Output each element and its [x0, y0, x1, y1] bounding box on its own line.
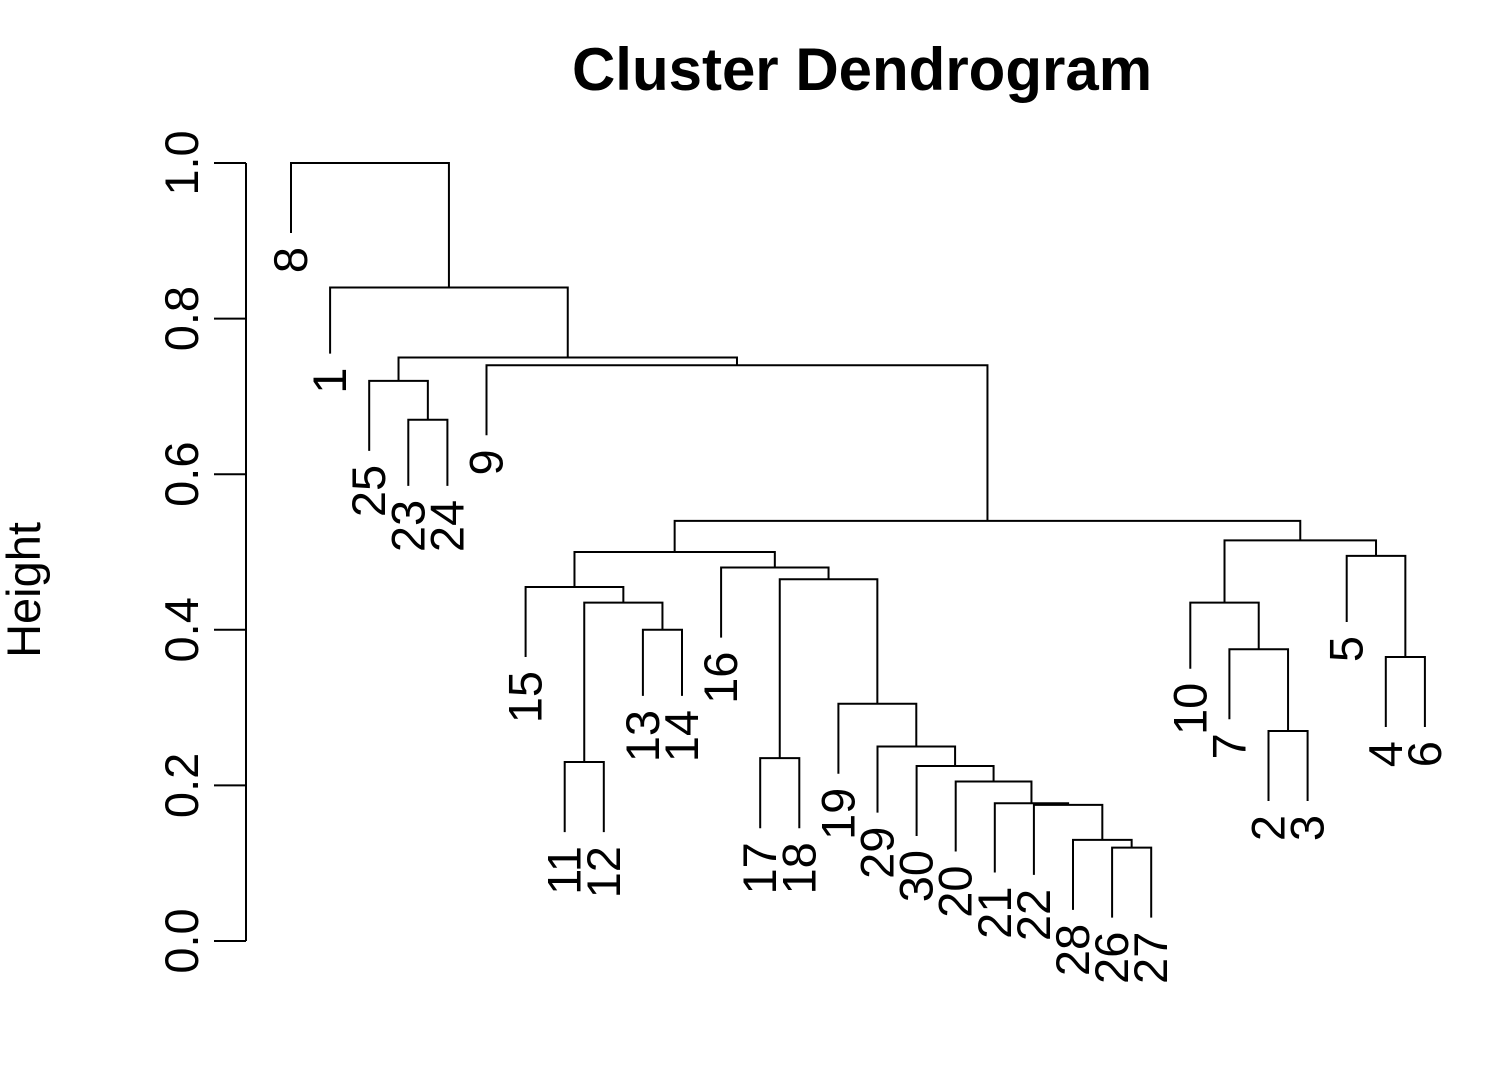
leaf-label-26: 26	[1085, 932, 1138, 984]
branch-c1112	[563, 761, 605, 833]
dendrogram-branches	[290, 162, 1426, 918]
leaf-label-13: 13	[616, 710, 669, 762]
branch-c15	[524, 586, 625, 658]
leaf-label-3: 3	[1281, 815, 1334, 841]
branch-c2324	[407, 418, 449, 486]
y-tick-label: 0.8	[155, 286, 208, 351]
y-tick-label: 0.4	[155, 597, 208, 662]
leaf-label-6: 6	[1398, 741, 1451, 767]
leaf-label-8: 8	[264, 247, 317, 273]
branch-c10	[1189, 601, 1260, 669]
branch-c28	[1072, 838, 1133, 910]
leaf-label-23: 23	[381, 500, 434, 552]
y-axis-label: Height	[0, 522, 50, 658]
leaf-label-21: 21	[968, 887, 1021, 939]
leaf-label-25: 25	[342, 465, 395, 517]
branch-c25to9	[397, 356, 738, 381]
leaf-labels: 8125232491511121314161718192930202122282…	[264, 247, 1451, 984]
branch-c1	[329, 286, 569, 358]
branch-c2627	[1111, 846, 1153, 918]
leaf-label-5: 5	[1320, 636, 1373, 662]
leaf-label-22: 22	[1007, 889, 1060, 941]
branch-c46	[1384, 656, 1426, 728]
leaf-label-16: 16	[694, 652, 747, 704]
branch-cMR	[673, 519, 1302, 552]
branch-c17to19	[778, 578, 879, 759]
leaf-label-24: 24	[420, 500, 473, 552]
branch-c20	[954, 780, 1033, 852]
branch-c7	[1228, 648, 1290, 731]
chart-title: Cluster Dendrogram	[572, 36, 1152, 103]
leaf-label-9: 9	[460, 449, 513, 475]
leaf-label-12: 12	[577, 846, 630, 898]
branch-c9	[485, 364, 989, 521]
leaf-label-11: 11	[538, 846, 591, 895]
leaf-label-18: 18	[772, 842, 825, 894]
branch-c2	[1267, 729, 1309, 801]
leaf-label-30: 30	[890, 850, 943, 902]
leaf-label-14: 14	[655, 710, 708, 762]
leaf-label-20: 20	[929, 866, 982, 918]
branch-root	[290, 162, 450, 288]
leaf-label-28: 28	[1046, 924, 1099, 976]
leaf-label-15: 15	[499, 671, 552, 723]
y-tick-label: 0.6	[155, 442, 208, 507]
y-tick-label: 1.0	[155, 130, 208, 195]
branch-c25	[368, 379, 429, 451]
leaf-label-7: 7	[1202, 733, 1255, 759]
branch-c16	[720, 566, 830, 638]
y-tick-label: 0.2	[155, 753, 208, 818]
leaf-label-27: 27	[1124, 932, 1177, 984]
leaf-label-2: 2	[1242, 815, 1295, 841]
leaf-label-17: 17	[733, 842, 786, 894]
branch-cR	[1223, 539, 1378, 603]
leaf-label-29: 29	[851, 827, 904, 879]
leaf-label-4: 4	[1359, 741, 1412, 767]
branch-c21	[993, 802, 1070, 873]
leaf-label-1: 1	[303, 368, 356, 394]
branch-cMid	[573, 551, 776, 588]
y-tick-label: 0.0	[155, 908, 208, 973]
leaf-label-10: 10	[1163, 683, 1216, 735]
branch-c1314	[641, 628, 683, 696]
leaf-label-19: 19	[811, 788, 864, 840]
branch-c1718	[759, 757, 801, 829]
y-axis: 0.0 0.2 0.4 0.6 0.8 1.0	[155, 130, 247, 974]
